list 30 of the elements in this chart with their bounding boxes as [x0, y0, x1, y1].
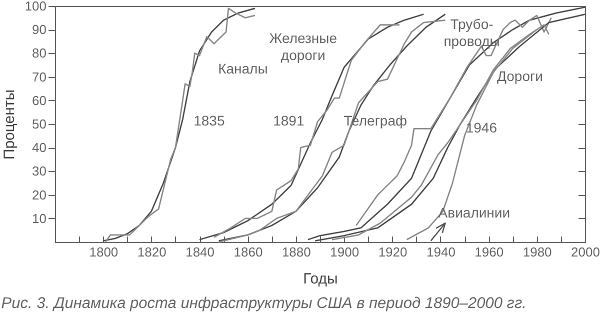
- annotation: 1835: [194, 112, 225, 129]
- y-tick-label: 50: [32, 116, 46, 132]
- annotation: Каналы: [218, 60, 268, 77]
- annotation: Дороги: [496, 68, 543, 84]
- x-tick-label: 1820: [137, 244, 166, 260]
- x-tick-label: 2000: [571, 244, 600, 260]
- y-tick-label: 100: [24, 0, 46, 14]
- text: Рис. 3. Динамика роста инфраструктуры США в период 1890–2000 гг.: [1, 295, 526, 312]
- y-axis-title: Проценты: [0, 89, 18, 160]
- x-tick-label: 1800: [89, 244, 118, 260]
- x-axis-title: Годы: [303, 270, 338, 288]
- x-tick-label: 1920: [378, 244, 408, 260]
- annotation: 1946: [466, 120, 498, 136]
- y-tick-label: 20: [32, 187, 46, 202]
- x-tick-label: 1960: [474, 244, 504, 260]
- y-tick-label: 30: [32, 164, 46, 179]
- annotation: Железные дороги: [269, 30, 338, 64]
- x-tick-label: 1860: [234, 244, 263, 260]
- y-tick-label: 90: [32, 22, 46, 38]
- x-tick-label: 1900: [330, 244, 360, 260]
- y-tick-label: 80: [32, 46, 46, 61]
- x-tick-label: 1840: [186, 244, 215, 260]
- x-tick-label: 1880: [282, 244, 311, 260]
- y-tick-label: 10: [32, 210, 46, 226]
- y-tick-label: 70: [32, 69, 46, 84]
- x-tick-label: 1940: [426, 244, 456, 260]
- y-tick-label: 40: [32, 140, 46, 156]
- annotation: 1891: [273, 112, 304, 129]
- y-tick-label: 60: [32, 92, 46, 108]
- x-tick-label: 1980: [522, 244, 552, 260]
